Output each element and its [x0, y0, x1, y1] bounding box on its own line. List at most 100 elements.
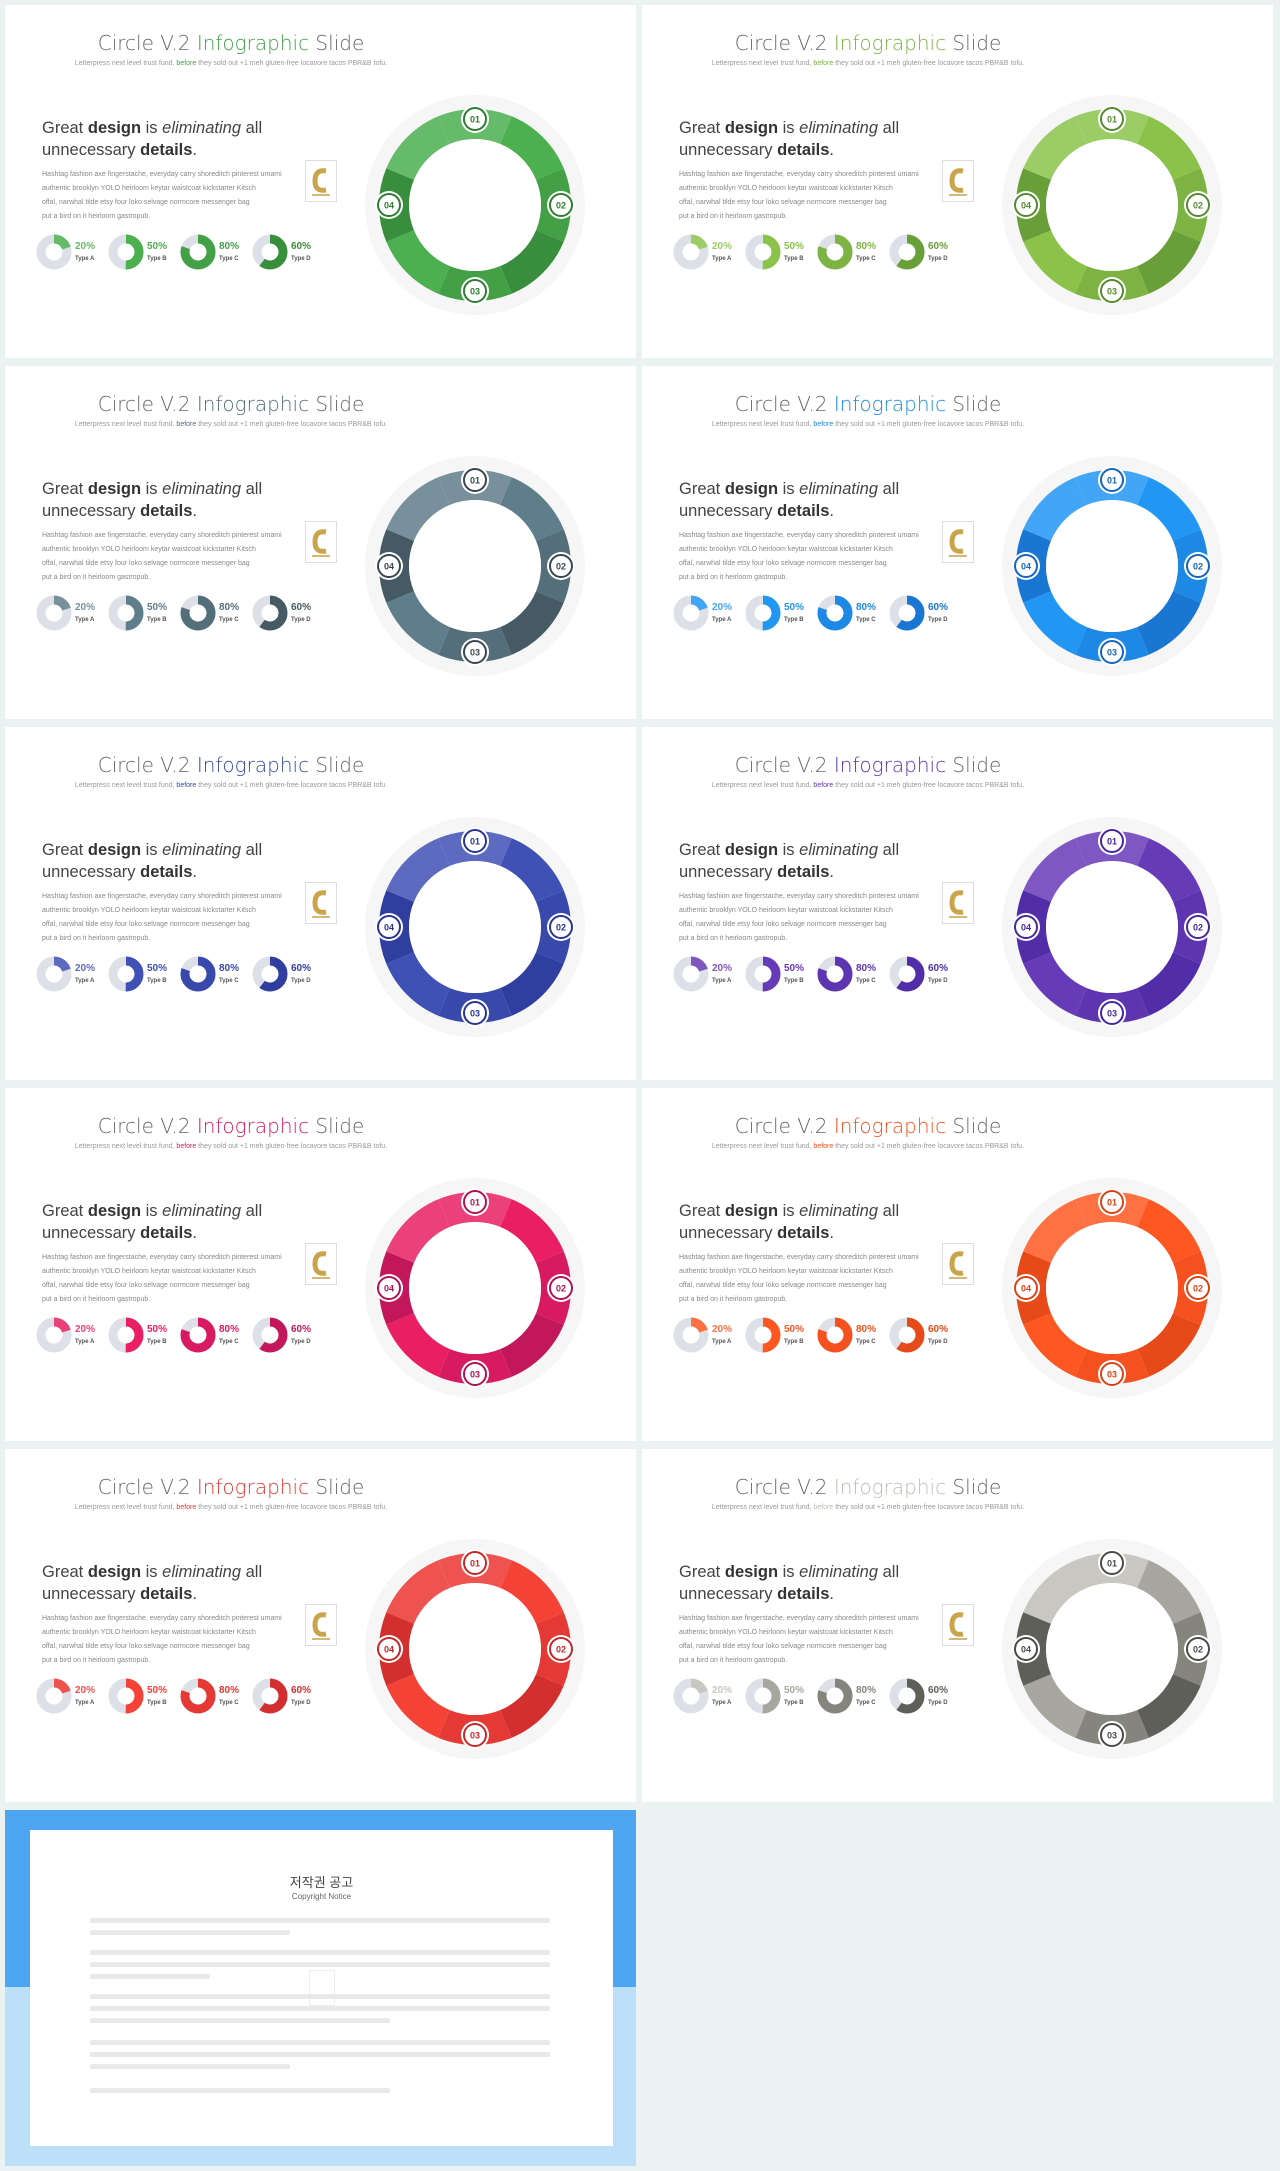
stat-item: 20% Type A: [672, 1316, 744, 1360]
donut-chart: [180, 234, 216, 270]
stat-percentage: 60%: [291, 1324, 312, 1335]
logo-mark-icon: [949, 529, 967, 557]
marker-label: 03: [1107, 1731, 1117, 1741]
headline-text: Great: [42, 119, 88, 137]
headline-italic: eliminating: [799, 1202, 879, 1220]
headline-italic: eliminating: [162, 480, 242, 498]
copyright-text-line: [90, 2040, 550, 2045]
circle-infographic: 01 02 03 04: [1002, 817, 1222, 1037]
stat-type-label: Type C: [219, 256, 239, 262]
marker-inner: [1186, 1637, 1210, 1661]
slide-subtitle: Letterpress next level trust fund, befor…: [642, 1143, 1094, 1150]
stat-percentage: 50%: [147, 602, 168, 613]
marker-01: 01: [1098, 1188, 1126, 1216]
headline-text: all: [878, 841, 900, 859]
marker-04: 04: [1012, 1635, 1040, 1663]
paragraph-line: authentic brooklyn YOLO heirloom keytar …: [679, 546, 893, 553]
marker-label: 01: [470, 837, 480, 847]
ring-center: [1046, 139, 1178, 271]
donut-value-arc: [180, 234, 216, 270]
subtitle-text: Letterpress next level trust fund,: [711, 421, 814, 428]
paragraph-line: Hashtag fashion axe fingerstache, everyd…: [679, 893, 919, 900]
stat-type-label: Type D: [291, 978, 311, 984]
donut-chart: [252, 1317, 288, 1353]
donut-chart: [36, 956, 72, 992]
subtitle-text: they sold out +1 meh gluten-free locavor…: [196, 782, 388, 789]
ring-segment: [1137, 591, 1201, 655]
subtitle-text: they sold out +1 meh gluten-free locavor…: [196, 421, 388, 428]
paragraph-line: put a bird on it heirloom gastropub.: [679, 1657, 788, 1664]
headline-text: Great: [679, 841, 725, 859]
stat-percentage: 80%: [856, 963, 877, 974]
stat-percentage: 60%: [928, 1685, 949, 1696]
headline-text: .: [829, 141, 835, 159]
slide-title: Circle V.2 Infographic Slide: [642, 753, 1094, 777]
headline-bold: design: [724, 841, 779, 859]
stat-percentage: 20%: [75, 602, 96, 613]
donut-value-arc: [889, 1678, 925, 1714]
circle-infographic: 01 02 03 04: [365, 1539, 585, 1759]
marker-inner: [1100, 468, 1124, 492]
donut-chart: [745, 1678, 781, 1714]
marker-03: 03: [461, 277, 489, 305]
slide-title: Circle V.2 Infographic Slide: [5, 31, 457, 55]
title-suffix: Slide: [309, 31, 365, 55]
marker-label: 04: [384, 1284, 394, 1294]
marker-label: 03: [1107, 287, 1117, 297]
headline-text: Great: [42, 1202, 88, 1220]
slide-light-green: Circle V.2 Infographic Slide Letterpress…: [642, 5, 1273, 358]
marker-inner: [1014, 915, 1038, 939]
ring-segment: [1023, 591, 1087, 655]
title-highlight: Infographic: [833, 753, 947, 777]
ring-segment: [500, 838, 564, 902]
donut-value-arc: [745, 234, 781, 270]
body-paragraph: Hashtag fashion axe fingerstache, everyd…: [679, 1612, 919, 1668]
stat-type-label: Type D: [291, 617, 311, 623]
donut-chart: [889, 595, 925, 631]
marker-label: 04: [384, 201, 394, 211]
headline-bold: design: [87, 1202, 142, 1220]
headline-bold: design: [87, 1563, 142, 1581]
subtitle-highlight: before: [176, 421, 197, 428]
marker-label: 03: [470, 287, 480, 297]
body-paragraph: Hashtag fashion axe fingerstache, everyd…: [679, 1251, 919, 1307]
percentage-stats: 20% Type A 50% Type B 80% Type C 60% Type D: [35, 233, 335, 277]
marker-01: 01: [461, 1188, 489, 1216]
title-suffix: Slide: [309, 753, 365, 777]
stat-item: 60% Type D: [888, 233, 960, 277]
marker-04: 04: [375, 191, 403, 219]
headline-text: unnecessary: [679, 863, 778, 881]
paragraph-line: offal, narwhal tilde etsy four loko selv…: [42, 560, 250, 567]
marker-label: 03: [470, 1370, 480, 1380]
stat-percentage: 50%: [784, 602, 805, 613]
donut-chart: [108, 1317, 144, 1353]
donut-chart: [889, 1678, 925, 1714]
brand-logo: [942, 882, 974, 924]
stat-percentage: 60%: [291, 963, 312, 974]
marker-inner: [1100, 1001, 1124, 1025]
stat-percentage: 20%: [75, 963, 96, 974]
subtitle-text: Letterpress next level trust fund,: [74, 1504, 177, 1511]
stat-type-label: Type A: [712, 256, 732, 262]
headline-text: all: [241, 1202, 263, 1220]
stat-item: 50% Type B: [744, 233, 816, 277]
slide-indigo: Circle V.2 Infographic Slide Letterpress…: [5, 727, 636, 1080]
paragraph-line: Hashtag fashion axe fingerstache, everyd…: [679, 171, 919, 178]
headline-bold: design: [724, 1202, 779, 1220]
stat-type-label: Type C: [856, 978, 876, 984]
marker-inner: [1014, 554, 1038, 578]
marker-03: 03: [1098, 1360, 1126, 1388]
donut-chart: [745, 595, 781, 631]
stat-percentage: 60%: [291, 241, 312, 252]
stat-item: 60% Type D: [888, 1677, 960, 1721]
title-suffix: Slide: [946, 1475, 1002, 1499]
paragraph-line: offal, narwhal tilde etsy four loko selv…: [42, 1282, 250, 1289]
marker-inner: [1100, 279, 1124, 303]
ring-segment: [386, 116, 450, 180]
paragraph-line: Hashtag fashion axe fingerstache, everyd…: [42, 893, 282, 900]
stat-item: 60% Type D: [888, 955, 960, 999]
ring-segment: [1137, 1674, 1201, 1738]
marker-03: 03: [461, 999, 489, 1027]
percentage-stats: 20% Type A 50% Type B 80% Type C 60% Type D: [672, 233, 972, 277]
marker-04: 04: [1012, 552, 1040, 580]
